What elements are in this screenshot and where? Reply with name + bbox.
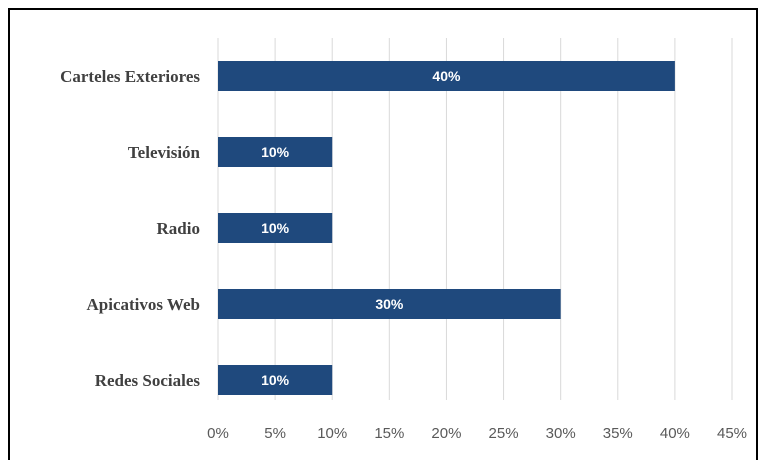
category-label: Carteles Exteriores xyxy=(60,67,200,86)
x-tick-label: 0% xyxy=(207,425,229,442)
x-tick-label: 20% xyxy=(431,425,461,442)
bar-data-label: 40% xyxy=(432,68,461,84)
x-tick-label: 15% xyxy=(374,425,404,442)
bar-data-label: 10% xyxy=(261,144,290,160)
x-tick-label: 30% xyxy=(546,425,576,442)
x-tick-label: 5% xyxy=(264,425,286,442)
bar xyxy=(218,213,333,243)
x-tick-label: 45% xyxy=(717,425,747,442)
category-label: Radio xyxy=(157,219,200,238)
bar xyxy=(218,289,561,319)
bar xyxy=(218,365,333,395)
bar-data-label: 10% xyxy=(261,220,290,236)
x-tick-label: 10% xyxy=(317,425,347,442)
category-label: Redes Sociales xyxy=(95,371,201,390)
x-axis-tick-labels: 0% 5% 10% 15% 20% 25% 30% 35% 40% 45% xyxy=(207,425,747,442)
category-label: Televisión xyxy=(128,143,201,162)
bars: 40% 10% 10% 30% 10% xyxy=(218,61,675,395)
category-labels: Carteles Exteriores Televisión Radio Apicat… xyxy=(60,67,200,390)
bar-data-label: 30% xyxy=(375,296,404,312)
bar-data-label: 10% xyxy=(261,372,290,388)
x-tick-label: 40% xyxy=(660,425,690,442)
x-tick-label: 25% xyxy=(489,425,519,442)
x-tick-label: 35% xyxy=(603,425,633,442)
bar xyxy=(218,61,675,91)
category-label: Apicativos Web xyxy=(86,295,200,314)
bar xyxy=(218,137,333,167)
